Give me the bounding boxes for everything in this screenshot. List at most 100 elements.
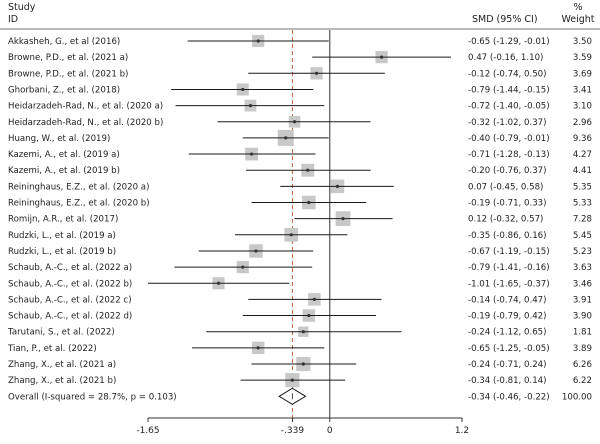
ci-text: 0.07 (-0.45, 0.58) [468,182,543,192]
weight-text: 4.27 [573,150,592,160]
study-row: Browne, P.D., et al. (2021 a) 0.47 (-0.16… [8,51,592,64]
weight-text: 5.23 [573,247,592,257]
weight-text: 3.69 [573,69,592,79]
header-percent: % [573,2,582,13]
study-row: Ghorbani, Z., et al. (2018) -0.79 (-1.44,… [8,83,592,96]
ci-text: -0.24 (-0.71, 0.24) [468,360,547,370]
study-label: Kazemi, A., et al. (2019 a) [8,150,120,160]
point-estimate [307,313,311,318]
point-estimate [284,136,288,140]
study-label: Schaub, A.-C., et al. (2022 a) [8,263,132,273]
study-row: Tian, P., et al. (2022) -0.65 (-1.25, -0.… [7,341,592,355]
study-label: Browne, P.D., et al. (2021 a) [8,53,128,63]
weight-text: 3.63 [573,263,592,273]
study-label: Rudzki, L., et al. (2019 a) [8,231,116,241]
study-row: Kazemi, A., et al. (2019 a) -0.71 (-1.28,… [8,147,592,161]
x-tick-label: -.339 [281,426,305,436]
study-row: Schaub, A.-C., et al. (2022 a) -0.79 (-1.… [8,260,592,274]
overall-ci-text: -0.34 (-0.46, -0.22) [468,392,550,402]
study-row: Browne, P.D., et al. (2021 b) -0.12 (-0.7… [8,67,592,80]
point-estimate [301,330,305,334]
point-estimate [248,104,253,108]
study-label: Browne, P.D., et al. (2021 b) [8,69,128,79]
weight-text: 3.59 [573,53,592,63]
point-estimate [306,168,310,172]
ci-text: -0.20 (-0.76, 0.37) [468,166,547,176]
x-tick-label: 1.2 [455,426,469,436]
study-rows: Akkasheh, G., et al (2016) -0.65 (-1.29, … [7,30,592,418]
ci-text: -0.35 (-0.86, 0.16) [468,231,547,241]
study-label: Akkasheh, G., et al (2016) [8,37,120,47]
point-estimate [307,200,311,205]
study-row: Schaub, A.-C., et al. (2022 c) -0.14 (-0.… [8,293,592,306]
point-estimate [335,184,340,188]
study-label: Huang, W., et al. (2019) [8,134,110,144]
point-estimate [256,346,260,350]
point-estimate [254,249,258,253]
point-estimate [341,217,345,221]
study-row: Heidarzadeh-Rad, N., et al. (2020 a) -0.7… [8,99,592,112]
study-label: Ghorbani, Z., et al. (2018) [8,85,120,95]
weight-text: 6.22 [573,376,592,386]
point-estimate [216,281,221,285]
ci-text: -0.40 (-0.79, -0.01) [468,134,550,144]
study-row: Schaub, A.-C., et al. (2022 d) -0.19 (-0.… [8,309,592,322]
weight-text: 9.36 [573,134,592,144]
study-row: Rudzki, L., et al. (2019 a) -0.35 (-0.86,… [8,227,592,242]
point-estimate [241,87,245,92]
study-label: Schaub, A.-C., et al. (2022 c) [8,295,132,305]
study-row: Huang, W., et al. (2019) -0.40 (-0.79, -0… [8,129,592,146]
study-row: Zhang, X., et al. (2021 a) -0.24 (-0.71, … [8,356,592,372]
study-label: Romijn, A.R., et al. (2017) [8,215,118,225]
study-row: Romijn, A.R., et al. (2017) 0.12 (-0.32, … [8,211,592,227]
study-label: Tarutani, S., et al. (2022) [7,328,115,338]
ci-text: -0.72 (-1.40, -0.05) [468,102,550,112]
ci-text: -0.19 (-0.71, 0.33) [468,199,547,209]
ci-text: -0.79 (-1.41, -0.16) [468,263,550,273]
header-weight: Weight [561,14,594,25]
weight-text: 3.50 [573,37,592,47]
x-tick-label: 0 [327,426,333,436]
point-estimate [290,378,294,382]
weight-text: 3.41 [573,85,592,95]
ci-text: -0.12 (-0.74, 0.50) [468,69,547,79]
study-label: Zhang, X., et al. (2021 b) [8,376,116,386]
ci-text: -1.01 (-1.65, -0.37) [468,279,550,289]
point-estimate [241,265,245,269]
ci-text: -0.14 (-0.74, 0.47) [468,295,547,305]
point-estimate [312,297,316,301]
point-estimate [314,71,319,75]
ci-text: -0.34 (-0.81, 0.14) [468,376,547,386]
weight-text: 5.33 [573,199,592,209]
header-smd: SMD (95% CI) [472,14,538,25]
point-estimate [292,120,297,124]
study-label: Schaub, A.-C., et al. (2022 b) [8,279,132,289]
weight-text: 1.81 [573,328,592,338]
study-label: Reininghaus, E.Z., et al. (2020 a) [8,182,149,192]
ci-text: -0.19 (-0.79, 0.42) [468,312,547,322]
study-label: Heidarzadeh-Rad, N., et al. (2020 b) [8,118,163,128]
ci-text: 0.47 (-0.16, 1.10) [468,53,543,63]
study-row: Akkasheh, G., et al (2016) -0.65 (-1.29, … [8,34,592,48]
ci-text: -0.79 (-1.44, -0.15) [468,85,550,95]
overall-weight-text: 100.00 [562,392,592,402]
weight-text: 3.90 [573,312,592,322]
weight-text: 6.26 [573,360,592,370]
weight-text: 4.41 [573,166,592,176]
weight-text: 3.46 [573,279,592,289]
plot-header: Study ID SMD (95% CI) % Weight [8,2,595,25]
ci-text: -0.67 (-1.19, -0.15) [468,247,550,257]
ci-text: -0.65 (-1.29, -0.01) [468,37,550,47]
study-label: Schaub, A.-C., et al. (2022 d) [8,312,132,322]
ci-text: 0.12 (-0.32, 0.57) [468,215,543,225]
weight-text: 5.35 [573,182,592,192]
study-row: Tarutani, S., et al. (2022) -0.24 (-1.12,… [7,326,592,338]
study-label: Kazemi, A., et al. (2019 b) [8,166,120,176]
weight-text: 3.89 [573,344,592,354]
study-label: Tian, P., et al. (2022) [7,344,97,354]
study-label: Zhang, X., et al. (2021 a) [8,360,116,370]
study-row: Reininghaus, E.Z., et al. (2020 b) -0.19 … [8,195,592,210]
ci-text: -0.32 (-1.02, 0.37) [468,118,547,128]
ci-text: -0.65 (-1.25, -0.05) [468,344,550,354]
